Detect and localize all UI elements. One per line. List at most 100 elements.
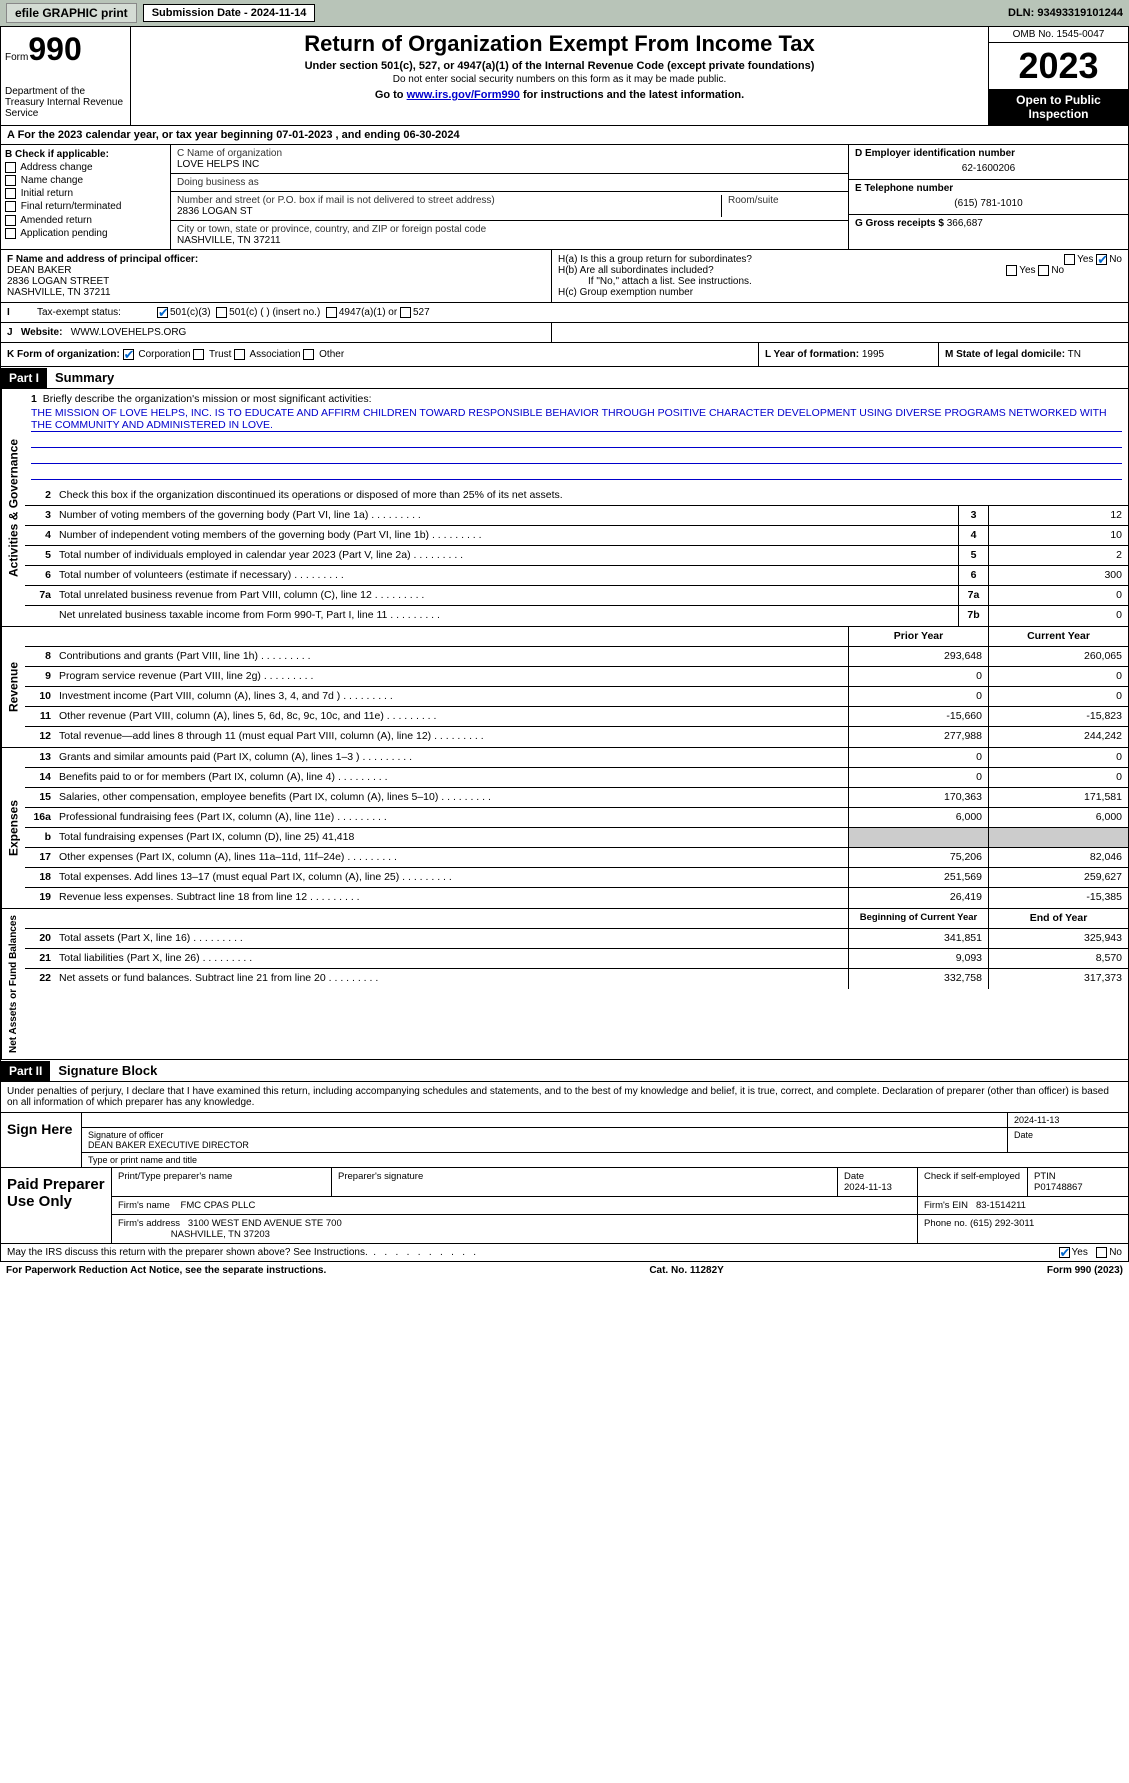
prep-name-label: Print/Type preparer's name [112, 1168, 332, 1196]
firm-name: FMC CPAS PLLC [181, 1200, 256, 1211]
governance-label: Activities & Governance [1, 389, 25, 626]
ha-row: H(a) Is this a group return for subordin… [558, 254, 1122, 265]
prep-date: 2024-11-13 [844, 1182, 892, 1193]
chk-discuss-no[interactable] [1096, 1247, 1107, 1258]
form-title: Return of Organization Exempt From Incom… [135, 31, 984, 57]
chk-trust[interactable] [193, 349, 204, 360]
table-row: 12Total revenue—add lines 8 through 11 (… [25, 727, 1128, 747]
prep-sig-label: Preparer's signature [332, 1168, 838, 1196]
chk-hb-no[interactable] [1038, 265, 1049, 276]
year-formation: 1995 [862, 349, 884, 360]
chk-4947[interactable] [326, 307, 337, 318]
signature-intro: Under penalties of perjury, I declare th… [0, 1082, 1129, 1113]
table-row: 13Grants and similar amounts paid (Part … [25, 748, 1128, 768]
chk-app-pending[interactable] [5, 228, 16, 239]
table-row: 16aProfessional fundraising fees (Part I… [25, 808, 1128, 828]
cat-no: Cat. No. 11282Y [326, 1265, 1047, 1276]
chk-amended[interactable] [5, 215, 16, 226]
city-label: City or town, state or province, country… [177, 224, 842, 235]
table-row: 21Total liabilities (Part X, line 26)9,0… [25, 949, 1128, 969]
open-inspection: Open to Public Inspection [989, 89, 1128, 125]
phone-value: (615) 781-1010 [855, 198, 1122, 209]
expenses-section: Expenses 13Grants and similar amounts pa… [0, 748, 1129, 909]
gross-label: G Gross receipts $ [855, 218, 944, 229]
efile-print-button[interactable]: efile GRAPHIC print [6, 3, 137, 23]
irs-link[interactable]: www.irs.gov/Form990 [407, 89, 520, 101]
dba-label: Doing business as [177, 177, 842, 188]
chk-other[interactable] [303, 349, 314, 360]
box-b: B Check if applicable: Address change Na… [1, 145, 171, 249]
revenue-section: Revenue Prior YearCurrent Year 8Contribu… [0, 627, 1129, 748]
chk-discuss-yes[interactable] [1059, 1247, 1070, 1258]
sign-here-label: Sign Here [1, 1113, 81, 1167]
officer-sig-name: DEAN BAKER EXECUTIVE DIRECTOR [88, 1140, 249, 1150]
net-assets-section: Net Assets or Fund Balances Beginning of… [0, 909, 1129, 1060]
governance-section: Activities & Governance 1 Briefly descri… [0, 389, 1129, 627]
chk-corp[interactable] [123, 349, 134, 360]
ein-value: 62-1600206 [855, 163, 1122, 174]
table-row: bTotal fundraising expenses (Part IX, co… [25, 828, 1128, 848]
info-grid: B Check if applicable: Address change Na… [0, 145, 1129, 250]
box-d: D Employer identification number 62-1600… [848, 145, 1128, 249]
chk-assoc[interactable] [234, 349, 245, 360]
chk-address-change[interactable] [5, 162, 16, 173]
mission-question: Briefly describe the organization's miss… [43, 393, 372, 405]
table-row: 11Other revenue (Part VIII, column (A), … [25, 707, 1128, 727]
dept-treasury: Department of the Treasury Internal Reve… [5, 86, 126, 119]
expenses-label: Expenses [1, 748, 25, 908]
firm-ein: 83-1514211 [976, 1200, 1026, 1211]
firm-address-2: NASHVILLE, TN 37203 [171, 1229, 270, 1240]
line-7a: Total unrelated business revenue from Pa… [55, 586, 958, 605]
firm-address-1: 3100 WEST END AVENUE STE 700 [188, 1218, 342, 1229]
subtitle-2: Do not enter social security numbers on … [135, 74, 984, 85]
hc-row: H(c) Group exemption number [558, 287, 1122, 298]
row-f-h: F Name and address of principal officer:… [0, 250, 1129, 303]
chk-501c[interactable] [216, 307, 227, 318]
hb-row: H(b) Are all subordinates included? Yes … [558, 265, 1122, 276]
officer-street: 2836 LOGAN STREET [7, 276, 545, 287]
net-assets-label: Net Assets or Fund Balances [1, 909, 25, 1059]
line-7b-val: 0 [988, 606, 1128, 626]
chk-final-return[interactable] [5, 201, 16, 212]
officer-city: NASHVILLE, TN 37211 [7, 287, 545, 298]
mission-text: THE MISSION OF LOVE HELPS, INC. IS TO ED… [31, 407, 1122, 432]
discuss-row: May the IRS discuss this return with the… [0, 1244, 1129, 1262]
chk-527[interactable] [400, 307, 411, 318]
table-row: 10Investment income (Part VIII, column (… [25, 687, 1128, 707]
chk-ha-yes[interactable] [1064, 254, 1075, 265]
top-bar: efile GRAPHIC print Submission Date - 20… [0, 0, 1129, 27]
table-row: 18Total expenses. Add lines 13–17 (must … [25, 868, 1128, 888]
chk-501c3[interactable] [157, 307, 168, 318]
tax-year: 2023 [989, 43, 1128, 89]
line-4: Number of independent voting members of … [55, 526, 958, 545]
table-row: 19Revenue less expenses. Subtract line 1… [25, 888, 1128, 908]
date-label: Date [1008, 1128, 1128, 1152]
name-title-label: Type or print name and title [82, 1153, 1128, 1167]
sig-officer-label: Signature of officer [88, 1130, 163, 1140]
revenue-label: Revenue [1, 627, 25, 747]
hb-note: If "No," attach a list. See instructions… [558, 276, 1122, 287]
line-5: Total number of individuals employed in … [55, 546, 958, 565]
line-5-val: 2 [988, 546, 1128, 565]
chk-initial-return[interactable] [5, 188, 16, 199]
chk-ha-no[interactable] [1096, 254, 1107, 265]
chk-name-change[interactable] [5, 175, 16, 186]
firm-phone: (615) 292-3011 [970, 1218, 1034, 1229]
chk-hb-yes[interactable] [1006, 265, 1017, 276]
officer-name: DEAN BAKER [7, 265, 545, 276]
line-6: Total number of volunteers (estimate if … [55, 566, 958, 585]
tax-status-label: Tax-exempt status: [37, 307, 157, 318]
submission-date: Submission Date - 2024-11-14 [143, 4, 316, 22]
form-number: 990 [28, 31, 81, 67]
line-4-val: 10 [988, 526, 1128, 545]
part1-header: Part I Summary [0, 367, 1129, 389]
ptin: P01748867 [1034, 1182, 1083, 1193]
org-name: LOVE HELPS INC [177, 159, 842, 170]
form-word: Form [5, 52, 28, 63]
sign-here-block: Sign Here 2024-11-13 Signature of office… [0, 1113, 1129, 1168]
part2-header: Part II Signature Block [0, 1060, 1129, 1082]
paid-preparer-label: Paid Preparer Use Only [1, 1168, 111, 1243]
row-k: K Form of organization: Corporation Trus… [0, 343, 1129, 367]
self-emp-check: Check if self-employed [918, 1168, 1028, 1196]
subtitle-1: Under section 501(c), 527, or 4947(a)(1)… [135, 60, 984, 72]
